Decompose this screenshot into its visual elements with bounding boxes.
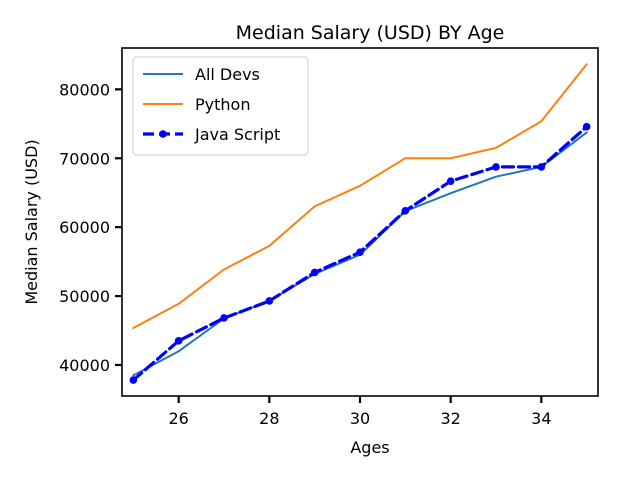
data-point (401, 207, 410, 215)
x-tick-label: 30 (350, 409, 370, 428)
data-point (492, 163, 500, 171)
data-point (220, 314, 228, 322)
y-tick-label: 40000 (59, 356, 110, 375)
data-point (174, 336, 183, 345)
data-point (537, 163, 546, 171)
series-line-1 (132, 63, 588, 329)
x-tick-label: 28 (259, 409, 279, 428)
y-tick-label: 70000 (59, 149, 110, 168)
y-tick-label: 50000 (59, 287, 110, 306)
legend-label: Python (195, 95, 250, 114)
data-point (129, 376, 138, 384)
x-tick-label: 26 (168, 409, 188, 428)
data-point (265, 297, 274, 305)
data-point (446, 177, 455, 185)
x-tick-label: 34 (531, 409, 551, 428)
series-lines (129, 63, 591, 384)
data-point (582, 122, 591, 131)
y-axis-ticks: 40000 50000 60000 70000 80000 (59, 80, 122, 375)
chart-title: Median Salary (USD) BY Age (236, 22, 505, 44)
y-tick-label: 80000 (59, 80, 110, 99)
data-point (310, 268, 319, 277)
data-point (356, 248, 364, 256)
y-axis-label: Median Salary (USD) (22, 139, 41, 304)
y-tick-label: 60000 (59, 218, 110, 237)
x-axis-ticks: 26 28 30 32 34 (168, 396, 552, 428)
legend-marker (159, 130, 167, 138)
legend-label: All Devs (195, 65, 260, 84)
legend-box (132, 56, 309, 156)
x-axis-label: Ages (350, 438, 389, 457)
x-tick-label: 32 (440, 409, 460, 428)
legend-label: Java Script (194, 125, 280, 144)
legend: All Devs Python Java Script (132, 56, 309, 156)
